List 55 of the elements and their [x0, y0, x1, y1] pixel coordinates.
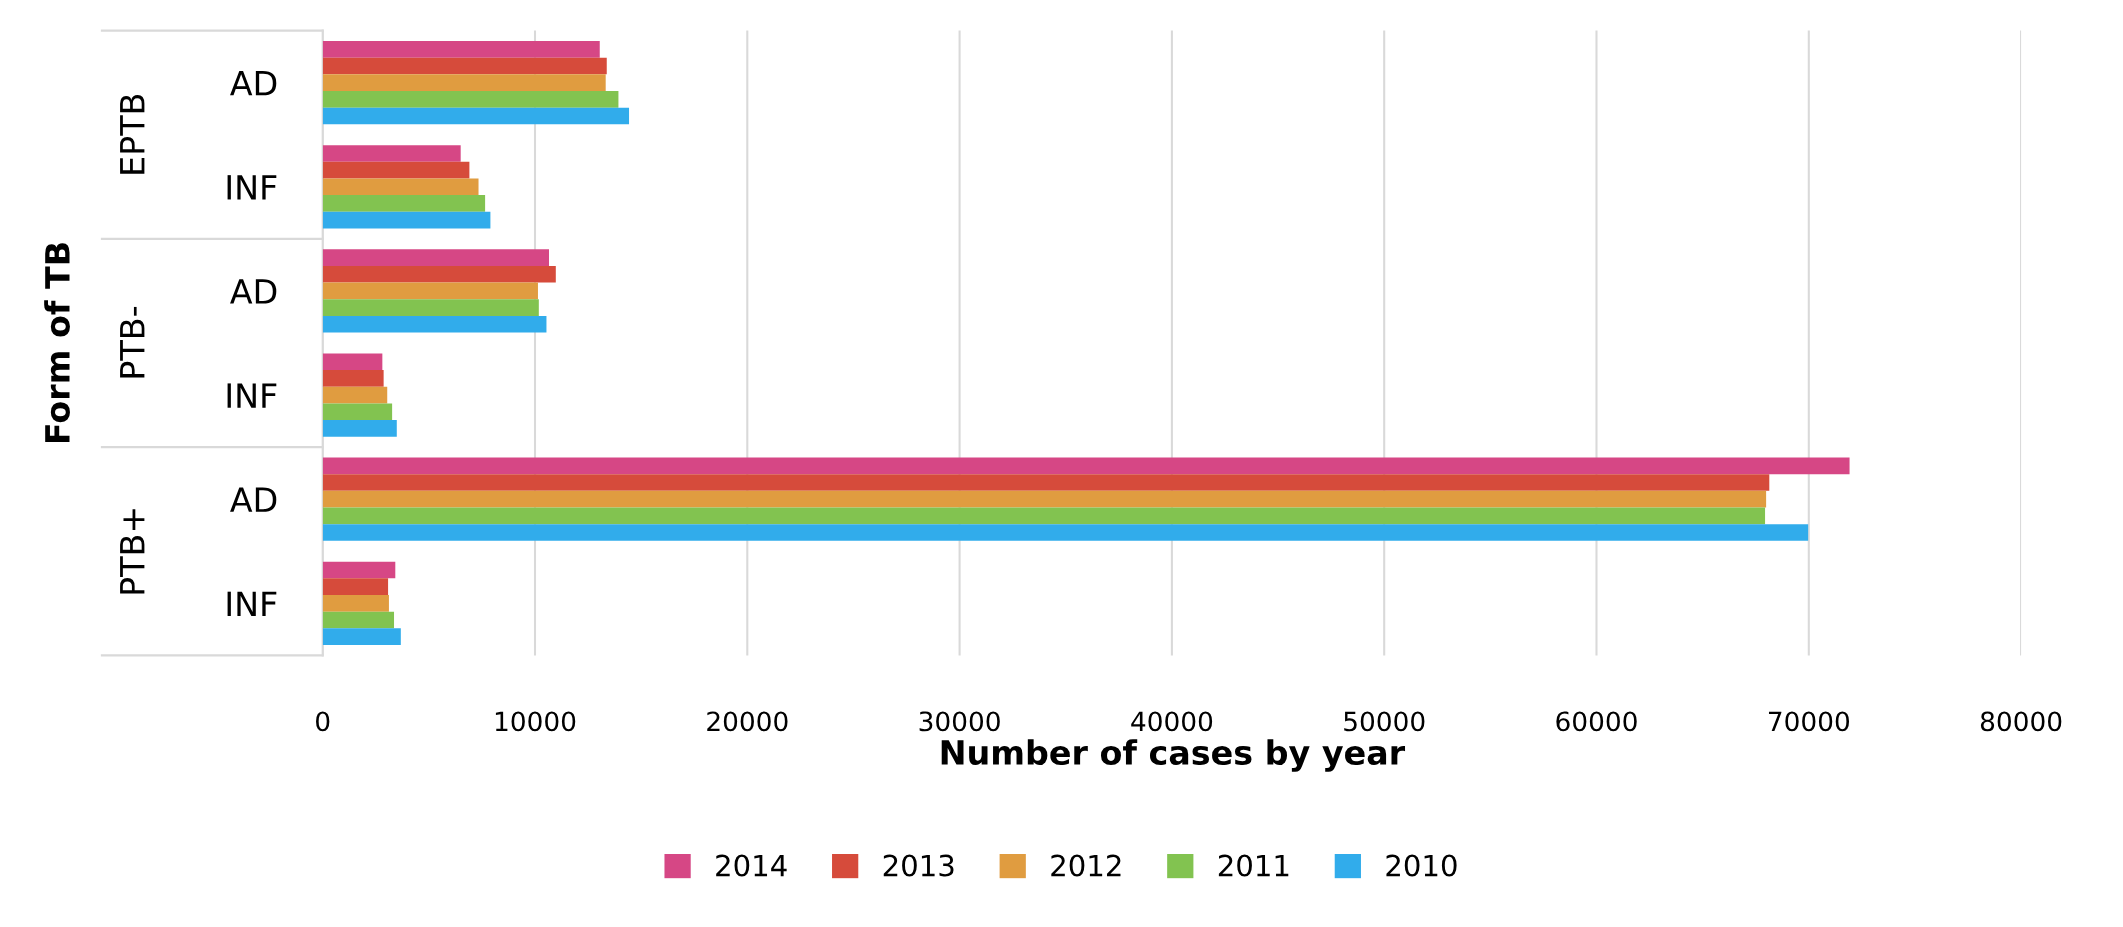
- bar: [322, 299, 539, 316]
- x-tick-label: 40000: [1131, 711, 1213, 732]
- y-tick-label: AD: [230, 279, 277, 304]
- x-tick-label: 20000: [707, 711, 788, 732]
- bar: [322, 474, 1770, 491]
- bar: [322, 41, 600, 58]
- bar: [322, 57, 607, 75]
- x-tick-label: 80000: [1980, 711, 2062, 732]
- text: PTB+: [120, 509, 145, 594]
- bar: [322, 403, 393, 421]
- bar: [322, 211, 491, 229]
- y-axis-title: Form of TB: [44, 243, 70, 443]
- legend-label: 2014: [716, 854, 787, 877]
- text: EPTB: [120, 94, 145, 174]
- bar: [322, 74, 606, 91]
- legend-label: 2011: [1218, 854, 1289, 877]
- x-tick-label: 10000: [495, 711, 576, 732]
- legend-label: 2013: [883, 854, 954, 877]
- x-tick-label: 50000: [1344, 711, 1425, 732]
- bar: [322, 561, 396, 579]
- legend-label: 2012: [1051, 854, 1121, 877]
- y-tick-label: AD: [230, 487, 277, 512]
- bar: [322, 578, 389, 595]
- y-tick-label: INF: [227, 175, 277, 200]
- x-axis-title: Number of cases by year: [941, 739, 1406, 772]
- bar: [322, 507, 1766, 525]
- bar: [322, 315, 547, 333]
- x-tick-label: 60000: [1556, 711, 1637, 732]
- bar: [322, 161, 470, 179]
- bar: [322, 107, 630, 125]
- bar: [322, 611, 395, 629]
- bar: [322, 145, 461, 162]
- bar: [322, 353, 383, 371]
- bar: [322, 386, 388, 404]
- legend-label: 2010: [1386, 854, 1457, 877]
- bar: [322, 90, 619, 108]
- bar: [322, 265, 556, 283]
- bar: [322, 249, 550, 266]
- x-tick-label: 30000: [919, 711, 1000, 732]
- bar: [322, 524, 1809, 541]
- bar: [322, 628, 401, 645]
- x-tick-label: 0: [316, 711, 330, 732]
- y-tick-label: INF: [227, 591, 277, 616]
- y-tick-label: AD: [230, 71, 277, 96]
- bar: [322, 195, 486, 212]
- bar: [322, 282, 538, 300]
- bar: [322, 457, 1850, 475]
- bar: [322, 420, 397, 437]
- bar: [322, 594, 389, 612]
- x-tick-label: 70000: [1768, 711, 1850, 732]
- bar: [322, 178, 479, 196]
- bar: [322, 490, 1767, 508]
- text: PTB-: [120, 306, 145, 378]
- bar: [322, 370, 384, 387]
- y-tick-label: INF: [227, 383, 277, 408]
